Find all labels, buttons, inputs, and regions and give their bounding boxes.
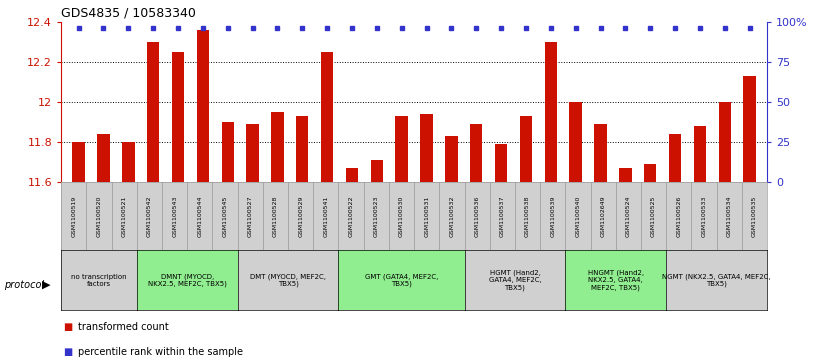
Text: GSM1100534: GSM1100534 xyxy=(727,195,732,237)
Bar xyxy=(669,134,681,182)
Bar xyxy=(544,42,557,182)
Bar xyxy=(420,114,432,182)
Text: GSM1100530: GSM1100530 xyxy=(399,195,404,237)
Text: GSM1100532: GSM1100532 xyxy=(450,195,455,237)
Text: GSM1100521: GSM1100521 xyxy=(122,195,126,237)
Bar xyxy=(221,122,234,182)
Bar xyxy=(346,168,358,182)
Bar xyxy=(570,102,582,182)
Text: GSM1100519: GSM1100519 xyxy=(71,195,77,237)
Text: GSM1102649: GSM1102649 xyxy=(601,195,605,237)
Text: GSM1100543: GSM1100543 xyxy=(172,195,177,237)
Bar xyxy=(470,124,482,182)
Bar xyxy=(370,160,383,182)
Text: GSM1100539: GSM1100539 xyxy=(550,195,555,237)
Text: GSM1100537: GSM1100537 xyxy=(500,195,505,237)
Text: DMNT (MYOCD,
NKX2.5, MEF2C, TBX5): DMNT (MYOCD, NKX2.5, MEF2C, TBX5) xyxy=(148,273,227,287)
Text: GSM1100538: GSM1100538 xyxy=(525,195,530,237)
Bar xyxy=(594,124,607,182)
Text: ■: ■ xyxy=(63,347,72,357)
Text: GSM1100527: GSM1100527 xyxy=(248,195,253,237)
Text: DMT (MYOCD, MEF2C,
TBX5): DMT (MYOCD, MEF2C, TBX5) xyxy=(250,273,326,287)
Text: GSM1100526: GSM1100526 xyxy=(676,195,681,237)
Text: GSM1100545: GSM1100545 xyxy=(223,195,228,237)
Text: GSM1100544: GSM1100544 xyxy=(197,195,202,237)
Bar xyxy=(73,142,85,182)
Text: GSM1100520: GSM1100520 xyxy=(96,195,101,237)
Bar xyxy=(97,134,109,182)
Bar xyxy=(147,42,159,182)
Text: GSM1100524: GSM1100524 xyxy=(626,195,631,237)
Bar xyxy=(494,144,508,182)
Text: transformed count: transformed count xyxy=(78,322,168,332)
Bar xyxy=(172,52,184,182)
Text: GSM1100529: GSM1100529 xyxy=(298,195,304,237)
Bar xyxy=(122,142,135,182)
Text: GSM1100542: GSM1100542 xyxy=(147,195,152,237)
Bar xyxy=(271,112,284,182)
Text: protocol: protocol xyxy=(4,280,44,290)
Text: GSM1100540: GSM1100540 xyxy=(575,195,580,237)
Bar xyxy=(197,30,209,181)
Text: GSM1100535: GSM1100535 xyxy=(752,195,757,237)
Text: GSM1100525: GSM1100525 xyxy=(651,195,656,237)
Text: GSM1100541: GSM1100541 xyxy=(323,195,328,237)
Bar xyxy=(396,116,408,182)
Bar xyxy=(520,116,532,182)
Bar xyxy=(446,136,458,182)
Bar xyxy=(619,168,632,182)
Bar xyxy=(321,52,334,182)
Text: ■: ■ xyxy=(63,322,72,332)
Text: GSM1100523: GSM1100523 xyxy=(374,195,379,237)
Text: ▶: ▶ xyxy=(42,280,51,290)
Text: NGMT (NKX2.5, GATA4, MEF2C,
TBX5): NGMT (NKX2.5, GATA4, MEF2C, TBX5) xyxy=(663,273,771,287)
Text: GDS4835 / 10583340: GDS4835 / 10583340 xyxy=(61,6,196,19)
Text: GMT (GATA4, MEF2C,
TBX5): GMT (GATA4, MEF2C, TBX5) xyxy=(365,273,438,287)
Text: percentile rank within the sample: percentile rank within the sample xyxy=(78,347,242,357)
Bar xyxy=(246,124,259,182)
Text: HGMT (Hand2,
GATA4, MEF2C,
TBX5): HGMT (Hand2, GATA4, MEF2C, TBX5) xyxy=(489,270,541,291)
Text: GSM1100536: GSM1100536 xyxy=(475,195,480,237)
Bar xyxy=(743,76,756,182)
Bar xyxy=(644,164,656,182)
Text: HNGMT (Hand2,
NKX2.5, GATA4,
MEF2C, TBX5): HNGMT (Hand2, NKX2.5, GATA4, MEF2C, TBX5… xyxy=(588,270,644,291)
Text: no transcription
factors: no transcription factors xyxy=(71,274,126,287)
Text: GSM1100522: GSM1100522 xyxy=(348,195,353,237)
Text: GSM1100533: GSM1100533 xyxy=(702,195,707,237)
Bar xyxy=(719,102,731,182)
Bar xyxy=(694,126,706,182)
Text: GSM1100531: GSM1100531 xyxy=(424,195,429,237)
Bar xyxy=(296,116,308,182)
Text: GSM1100528: GSM1100528 xyxy=(273,195,278,237)
